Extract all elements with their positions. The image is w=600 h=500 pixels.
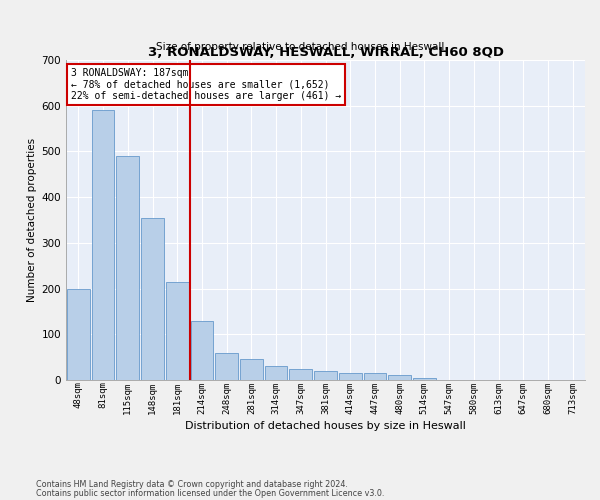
Bar [364, 373, 386, 380]
Bar [240, 360, 263, 380]
Text: Contains public sector information licensed under the Open Government Licence v3: Contains public sector information licen… [36, 489, 385, 498]
Bar [388, 376, 411, 380]
Bar [413, 378, 436, 380]
Bar [141, 218, 164, 380]
Text: Size of property relative to detached houses in Heswall: Size of property relative to detached ho… [156, 42, 444, 52]
Bar [67, 288, 90, 380]
Bar [92, 110, 115, 380]
Title: 3, RONALDSWAY, HESWALL, WIRRAL, CH60 8QD: 3, RONALDSWAY, HESWALL, WIRRAL, CH60 8QD [148, 46, 503, 59]
Bar [116, 156, 139, 380]
Bar [339, 373, 362, 380]
Bar [314, 371, 337, 380]
Bar [289, 368, 312, 380]
Bar [215, 352, 238, 380]
X-axis label: Distribution of detached houses by size in Heswall: Distribution of detached houses by size … [185, 420, 466, 430]
Y-axis label: Number of detached properties: Number of detached properties [28, 138, 37, 302]
Bar [265, 366, 287, 380]
Bar [191, 320, 213, 380]
Text: Contains HM Land Registry data © Crown copyright and database right 2024.: Contains HM Land Registry data © Crown c… [36, 480, 348, 489]
Bar [166, 282, 188, 380]
Text: 3 RONALDSWAY: 187sqm
← 78% of detached houses are smaller (1,652)
22% of semi-de: 3 RONALDSWAY: 187sqm ← 78% of detached h… [71, 68, 341, 101]
